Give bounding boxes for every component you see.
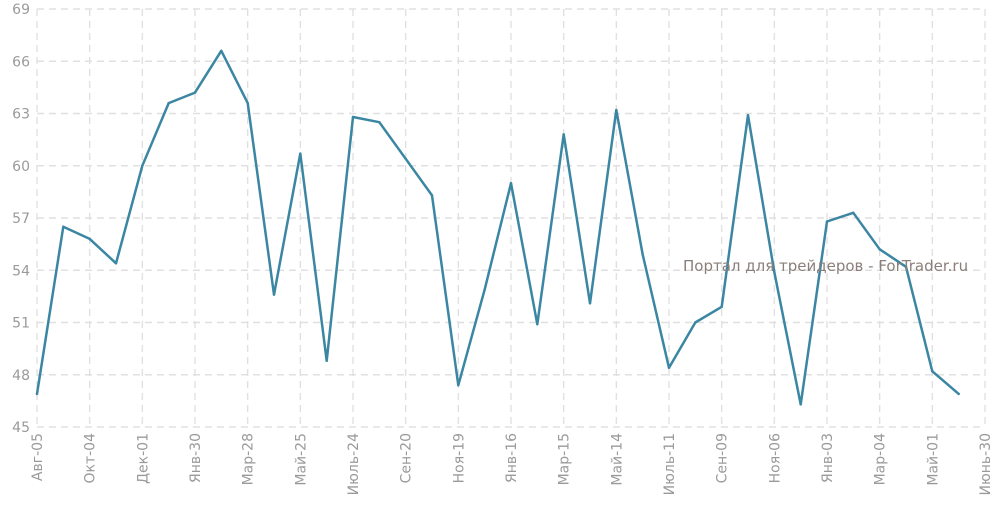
x-tick-label: Ноя-19 [451, 433, 467, 483]
x-tick-label: Май-01 [925, 433, 941, 486]
x-tick-label: Дек-01 [135, 433, 151, 484]
watermark-text: Портал для трейдеров - ForTrader.ru [683, 257, 968, 275]
y-tick-label: 57 [12, 211, 30, 227]
data-point [430, 194, 434, 197]
data-point [62, 225, 65, 228]
data-point [457, 384, 460, 387]
data-point [957, 392, 960, 396]
data-point [773, 270, 776, 274]
data-point [114, 262, 118, 265]
data-point [878, 248, 881, 251]
data-point [562, 133, 565, 136]
data-point [141, 164, 144, 167]
x-tick-label: Окт-04 [83, 433, 99, 484]
x-tick-label: Июнь-30 [978, 433, 994, 496]
y-tick-label: 66 [12, 54, 30, 70]
data-point [641, 253, 644, 256]
y-tick-label: 69 [12, 2, 30, 18]
y-tick-label: 48 [12, 368, 30, 384]
data-point [720, 305, 723, 309]
data-point [904, 265, 908, 268]
x-tick-label: Янв-16 [504, 433, 520, 483]
series-line [35, 49, 960, 406]
data-point [509, 181, 513, 185]
series-layer [35, 49, 960, 406]
data-point [88, 237, 91, 241]
data-point [167, 101, 170, 105]
y-tick-label: 45 [12, 420, 30, 436]
x-tick-label: Мар-04 [873, 433, 889, 486]
x-axis-tick-labels: Авг-05 Окт-04 Дек-01 Янв-30 Мар-28 Май-25 Июль… [30, 433, 994, 496]
y-axis-tick-labels: 45 48 51 54 57 60 63 66 69 [12, 2, 30, 436]
data-point [852, 211, 855, 214]
x-tick-label: Мар-15 [557, 433, 573, 485]
data-point [193, 91, 197, 94]
x-tick-label: Июль-24 [346, 433, 362, 495]
data-point [799, 403, 802, 406]
data-point [404, 157, 407, 160]
x-tick-label: Янв-03 [820, 433, 836, 483]
x-tick-label: Сен-09 [715, 433, 731, 483]
x-tick-label: Май-25 [293, 433, 309, 486]
data-point [746, 114, 750, 117]
data-point [325, 359, 328, 363]
grid [36, 8, 986, 428]
y-tick-label: 51 [12, 316, 30, 332]
data-point [378, 121, 381, 124]
data-point [220, 49, 223, 52]
data-point [667, 366, 671, 369]
x-tick-label: Мар-28 [241, 433, 257, 485]
data-point [825, 220, 829, 223]
data-point [483, 288, 486, 291]
data-point [272, 293, 276, 296]
data-point [299, 152, 302, 155]
y-tick-label: 63 [12, 107, 30, 123]
data-point [536, 323, 539, 326]
y-tick-label: 60 [12, 159, 30, 175]
y-tick-label: 54 [12, 263, 30, 279]
x-tick-label: Ноя-06 [767, 433, 783, 483]
x-tick-label: Янв-30 [188, 433, 204, 483]
data-point [246, 101, 249, 105]
data-point [35, 392, 39, 396]
data-point [931, 370, 934, 373]
data-point [615, 108, 618, 112]
data-point [588, 302, 592, 305]
x-tick-label: Июль-11 [662, 433, 678, 495]
x-tick-label: Сен-20 [399, 433, 415, 483]
x-tick-label: Авг-05 [30, 433, 46, 481]
x-tick-label: Май-14 [609, 433, 625, 486]
data-point [351, 115, 355, 119]
data-point [694, 321, 697, 324]
